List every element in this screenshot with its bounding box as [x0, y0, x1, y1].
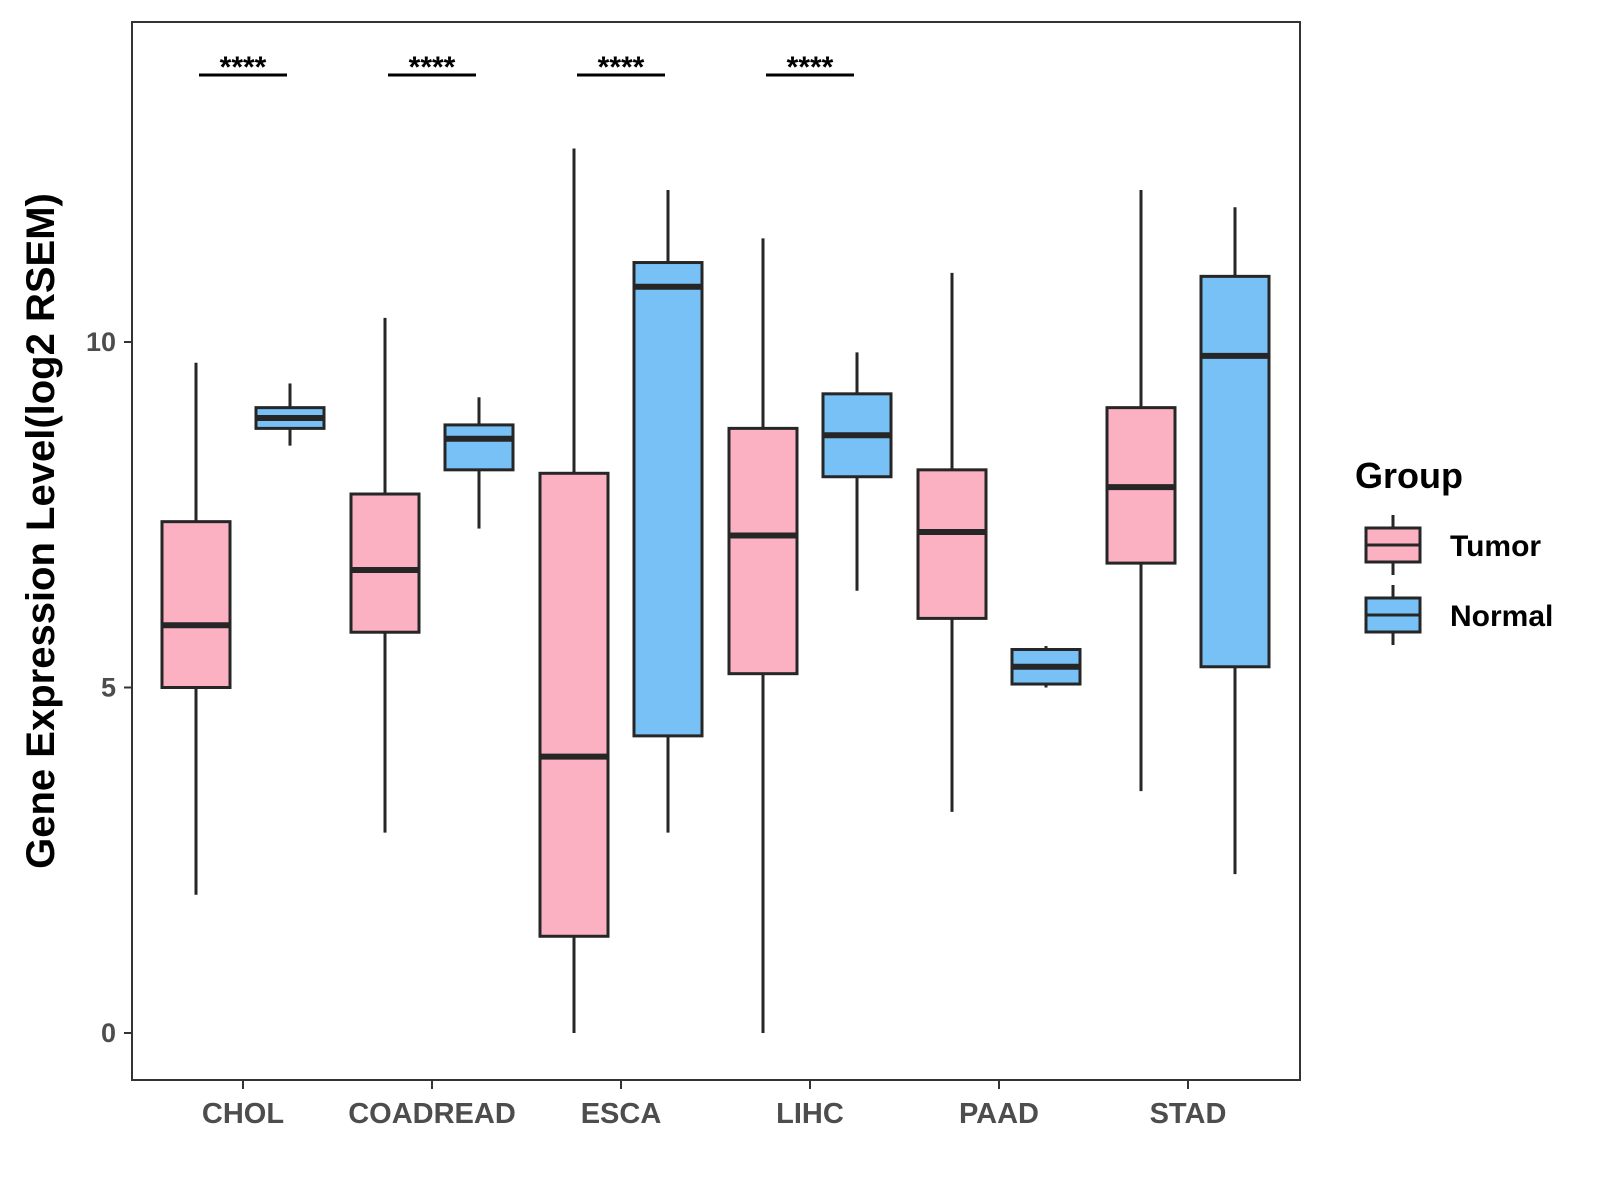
box-normal-lihc [821, 352, 893, 591]
x-tick-label-paad: PAAD [959, 1098, 1039, 1130]
x-tick-label-stad: STAD [1150, 1098, 1227, 1130]
plot-area: 0 5 10 Gene Expression Level(log2 RSEM) CHOL… [19, 21, 1301, 1130]
significance-label-esca: **** [598, 51, 645, 84]
box-body [1199, 274, 1271, 669]
legend-label-tumor: Tumor [1450, 530, 1541, 563]
box-body [632, 261, 704, 738]
box-normal-stad [1199, 207, 1271, 875]
box-normal-esca [632, 189, 704, 833]
x-tick-label-esca: ESCA [581, 1098, 662, 1130]
box-tumor-stad [1105, 189, 1177, 792]
box-tumor-paad [916, 272, 988, 812]
box-body [160, 520, 232, 689]
box-body [538, 471, 610, 938]
legend-label-normal: Normal [1450, 600, 1553, 633]
box-body [916, 468, 988, 620]
y-axis-title: Gene Expression Level(log2 RSEM) [19, 193, 63, 869]
box-tumor-esca [538, 148, 610, 1033]
x-tick-label-lihc: LIHC [776, 1098, 844, 1130]
box-tumor-chol [160, 362, 232, 895]
box-tumor-coadread [349, 317, 421, 833]
legend-item-tumor: Tumor [1364, 515, 1541, 575]
box-tumor-lihc [727, 238, 799, 1033]
significance-label-lihc: **** [787, 51, 834, 84]
y-tick-label-0: 0 [101, 1018, 116, 1048]
box-normal-coadread [443, 397, 515, 529]
box-normal-paad [1010, 646, 1082, 688]
significance-label-coadread: **** [409, 51, 456, 84]
box-body [727, 426, 799, 676]
x-tick-label-coadread: COADREAD [348, 1098, 516, 1130]
x-tick-label-chol: CHOL [202, 1098, 284, 1130]
legend: Group Tumor Normal [1355, 455, 1553, 645]
legend-item-normal: Normal [1364, 585, 1553, 645]
y-tick-label-10: 10 [86, 327, 116, 357]
box-body [443, 423, 515, 472]
significance-label-chol: **** [220, 51, 267, 84]
y-tick-label-5: 5 [101, 673, 116, 703]
legend-title: Group [1355, 455, 1463, 496]
panel-border [131, 21, 1301, 1081]
box-normal-chol [254, 383, 326, 446]
box-body [349, 492, 421, 634]
